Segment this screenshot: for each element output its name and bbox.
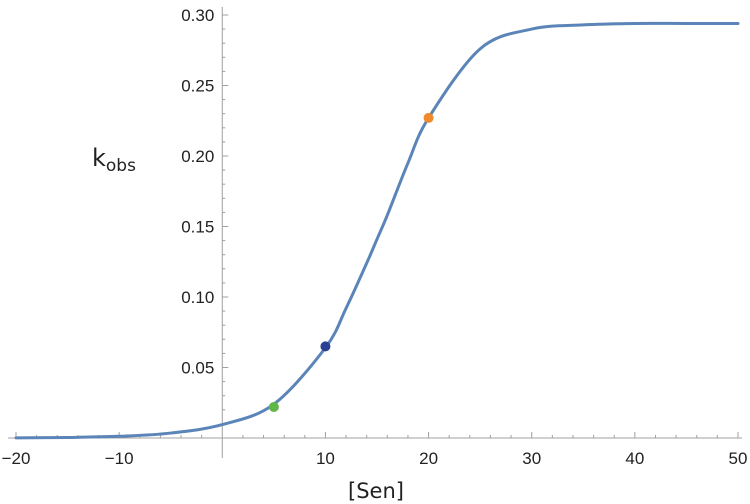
data-point — [423, 112, 434, 123]
x-tick-label: −10 — [105, 449, 134, 468]
points-layer — [268, 112, 434, 412]
data-point — [268, 401, 279, 412]
y-tick-label: 0.20 — [181, 147, 214, 166]
x-tick-label: 20 — [419, 449, 438, 468]
x-tick-label: 30 — [522, 449, 541, 468]
y-axis-label: kobs — [92, 144, 136, 176]
x-axis-label: [Sen] — [348, 479, 404, 503]
y-tick-label: 0.15 — [181, 218, 214, 237]
y-axis-label-main: k — [92, 144, 106, 172]
labels-layer: −20 −10 10 20 30 40 50 0.05 0.10 0.15 0.20 0.25 0.30… — [2, 6, 748, 503]
y-tick-label: 0.05 — [181, 359, 214, 378]
series-line — [14, 21, 740, 440]
y-axis-label-sub: obs — [106, 156, 136, 176]
axes — [8, 7, 742, 458]
data-point — [320, 341, 331, 352]
y-tick-label: 0.25 — [181, 77, 214, 96]
x-tick-label: 10 — [316, 449, 335, 468]
y-tick-label: 0.10 — [181, 288, 214, 307]
x-tick-label: 50 — [729, 449, 748, 468]
y-tick-label: 0.30 — [181, 6, 214, 25]
x-tick-label: 40 — [625, 449, 644, 468]
x-tick-label: −20 — [2, 449, 31, 468]
series-layer — [14, 21, 740, 440]
